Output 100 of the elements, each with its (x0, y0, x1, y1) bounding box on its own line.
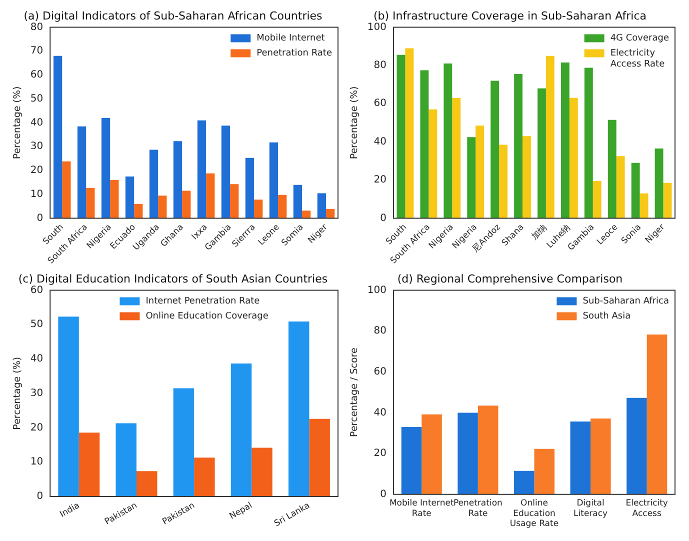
bar (608, 120, 616, 218)
bar (514, 74, 523, 218)
bar (522, 136, 531, 218)
bar (458, 412, 478, 494)
bar (221, 126, 230, 218)
bar (110, 180, 119, 218)
bar (560, 62, 570, 218)
bar (149, 150, 158, 218)
y-axis-title: Percentage / Score (349, 348, 360, 437)
bar (538, 88, 546, 218)
bar (53, 56, 62, 218)
y-tick-label: 60 (30, 284, 44, 296)
bar (77, 126, 86, 218)
bar (173, 141, 182, 218)
x-tick-label: Penetration Rate (453, 498, 502, 519)
chart-title: (d) Regional Comprehensive Comparison (397, 272, 623, 286)
y-tick-label: 50 (30, 93, 44, 104)
legend-label: Internet Penetration Rate (146, 296, 260, 307)
bar (444, 64, 452, 218)
y-tick-label: 80 (30, 22, 44, 33)
x-tick-label: Digital Literacy (574, 498, 608, 519)
bar (278, 194, 287, 218)
bar (401, 427, 422, 494)
bar (646, 334, 668, 494)
bar (101, 118, 110, 218)
bar (326, 208, 335, 218)
bar (302, 210, 311, 218)
bar (569, 98, 578, 218)
y-tick-label: 0 (36, 491, 44, 502)
chart-title: (b) Infrastructure Coverage in Sub-Saharan Africa (374, 9, 646, 22)
y-tick-label: 40 (374, 136, 386, 148)
bar (467, 137, 476, 218)
bar (499, 144, 508, 218)
bar (230, 363, 252, 497)
bar (396, 54, 406, 218)
bar (640, 193, 648, 218)
bar (86, 188, 95, 218)
y-tick-label: 80 (374, 326, 386, 337)
y-tick-label: 40 (374, 407, 386, 418)
legend-label: Sub-Saharan Africa (582, 296, 670, 307)
y-tick-label: 70 (30, 46, 44, 57)
legend-label: Electricity Access Rate (610, 48, 666, 70)
y-tick-label: 60 (374, 98, 386, 110)
y-tick-label: 60 (30, 70, 44, 81)
bar (490, 80, 500, 218)
bar (514, 470, 534, 494)
x-tick-label: Electricity Access (626, 498, 668, 519)
bar (616, 156, 625, 218)
y-tick-label: 10 (30, 188, 44, 200)
bar (206, 173, 215, 218)
bar (173, 388, 194, 497)
bar (116, 423, 136, 497)
chart-title: (a) Digital Indicators of Sub-Saharan African Countries (24, 9, 323, 22)
y-tick-label: 30 (30, 141, 44, 152)
bar (546, 56, 554, 218)
y-tick-label: 0 (36, 212, 44, 224)
bar (254, 200, 263, 218)
bar (534, 448, 555, 494)
y-tick-label: 40 (30, 117, 44, 128)
bar (654, 148, 664, 218)
bar (62, 161, 71, 218)
bar (478, 406, 498, 494)
x-tick-label: 加纳 (529, 222, 550, 242)
y-tick-label: 0 (380, 212, 386, 224)
y-tick-label: 100 (367, 22, 386, 33)
chart-title: (c) Digital Education Indicators of South Asian Countries (18, 272, 328, 286)
bar (420, 70, 429, 218)
x-tick-label: Online Education Usage Rate (510, 498, 559, 530)
bar (58, 316, 79, 497)
bar (626, 398, 647, 494)
bar (293, 184, 302, 218)
bar (194, 458, 215, 497)
bar (428, 109, 438, 218)
bar (134, 204, 143, 218)
bar (592, 181, 602, 218)
bar (136, 471, 158, 497)
legend-label: South Asia (582, 312, 631, 322)
bar (269, 142, 278, 218)
y-tick-label: 60 (374, 366, 386, 378)
bar (309, 418, 330, 497)
y-axis-title: Percentage (%) (349, 86, 360, 160)
legend-label: Online Education Coverage (146, 312, 269, 322)
y-axis-title: Percentage (%) (12, 356, 24, 430)
y-tick-label: 20 (30, 422, 44, 434)
y-tick-label: 30 (30, 388, 44, 399)
x-tick-label: Mobile Internet Rate (389, 498, 454, 519)
y-tick-label: 10 (30, 456, 44, 468)
bar (663, 182, 672, 218)
bar (570, 422, 591, 494)
bar (631, 162, 640, 218)
legend-label: Penetration Rate (256, 48, 332, 59)
bar (182, 190, 191, 218)
bar (158, 196, 167, 218)
bar (590, 418, 611, 494)
x-tick-label: India (58, 500, 82, 520)
bar (245, 158, 254, 218)
y-axis-title: Percentage (%) (12, 86, 24, 160)
y-tick-label: 50 (30, 319, 44, 330)
bar (197, 120, 206, 218)
bar (78, 432, 100, 497)
